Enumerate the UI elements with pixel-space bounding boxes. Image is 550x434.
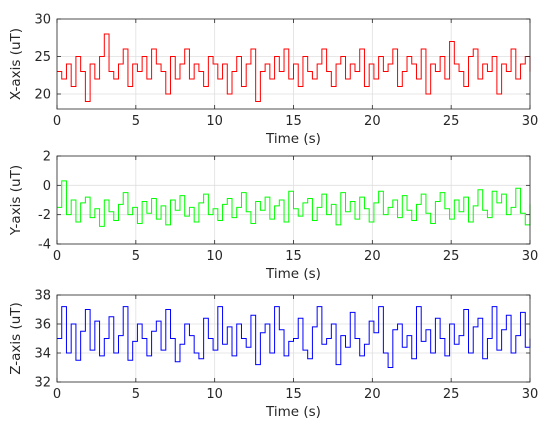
y-axis-label: Z-axis (uT) bbox=[8, 302, 24, 375]
x-tick-label: 20 bbox=[364, 387, 381, 402]
z-axis-panel: 0 5 10 15 20 25 30 32 34 36 38 Time (s) Z-axis (uT) bbox=[8, 289, 538, 421]
x-axis-label: Time (s) bbox=[265, 266, 321, 282]
series-line bbox=[57, 33, 531, 102]
y-tick-label: 38 bbox=[34, 289, 51, 304]
x-tick-label: 0 bbox=[53, 114, 61, 129]
x-tick-label: 30 bbox=[522, 114, 539, 129]
x-tick-label: 10 bbox=[206, 387, 223, 402]
y-tick-label: 20 bbox=[34, 88, 51, 103]
x-tick-label: 20 bbox=[364, 249, 381, 264]
x-tick-label: 5 bbox=[132, 387, 140, 402]
x-tick-label: 0 bbox=[53, 387, 61, 402]
x-axis-panel: 0 5 10 15 20 25 30 20 25 30 Time (s) X-axis (uT) bbox=[8, 13, 538, 148]
x-axis-label: Time (s) bbox=[265, 404, 321, 420]
x-tick-label: 0 bbox=[53, 249, 61, 264]
y-axis-label: X-axis (uT) bbox=[8, 28, 24, 100]
x-tick-label: 10 bbox=[206, 114, 223, 129]
x-tick-label: 25 bbox=[443, 387, 460, 402]
y-tick-label: -4 bbox=[38, 238, 51, 253]
x-tick-label: 30 bbox=[522, 387, 539, 402]
x-tick-label: 15 bbox=[285, 249, 302, 264]
x-tick-label: 30 bbox=[522, 249, 539, 264]
y-tick-label: 34 bbox=[34, 347, 51, 362]
x-tick-label: 20 bbox=[364, 114, 381, 129]
y-axis-label: Y-axis (uT) bbox=[8, 165, 24, 236]
x-tick-label: 25 bbox=[443, 249, 460, 264]
x-tick-label: 5 bbox=[132, 249, 140, 264]
y-tick-label: 0 bbox=[43, 179, 51, 194]
series-line bbox=[57, 180, 531, 227]
x-tick-label: 5 bbox=[132, 114, 140, 129]
y-tick-label: 30 bbox=[34, 13, 51, 28]
y-tick-label: -2 bbox=[38, 208, 51, 223]
x-tick-label: 15 bbox=[285, 114, 302, 129]
x-axis-label: Time (s) bbox=[265, 131, 321, 147]
y-tick-label: 2 bbox=[43, 150, 51, 165]
x-tick-label: 25 bbox=[443, 114, 460, 129]
y-tick-label: 36 bbox=[34, 318, 51, 333]
x-tick-label: 10 bbox=[206, 249, 223, 264]
series-line bbox=[57, 306, 531, 368]
y-tick-label: 25 bbox=[34, 50, 51, 65]
y-tick-label: 32 bbox=[34, 376, 51, 391]
y-axis-panel: 0 5 10 15 20 25 30 -4 -2 0 2 Time (s) Y-axis (uT) bbox=[8, 150, 538, 283]
x-tick-label: 15 bbox=[285, 387, 302, 402]
